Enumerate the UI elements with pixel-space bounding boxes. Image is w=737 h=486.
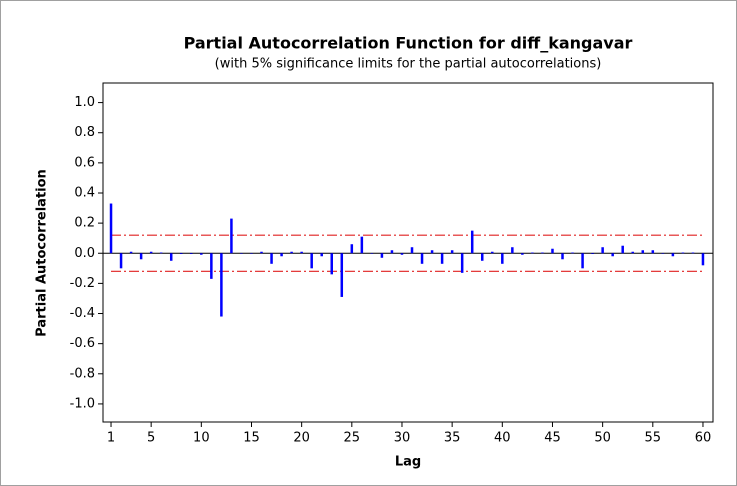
- x-tick-label: 25: [344, 431, 361, 446]
- pacf-bar: [440, 253, 444, 264]
- pacf-bar: [109, 203, 113, 254]
- pacf-bar: [541, 252, 544, 254]
- x-tick-label: 20: [293, 431, 310, 446]
- pacf-bar: [119, 253, 123, 269]
- y-tick-label: 0.4: [74, 185, 95, 200]
- x-tick-label: 45: [544, 431, 561, 446]
- y-tick-label: 0.0: [74, 246, 95, 261]
- pacf-bar: [370, 253, 374, 254]
- pacf-bar: [310, 253, 313, 269]
- pacf-bar: [470, 230, 474, 254]
- pacf-bar: [300, 251, 303, 254]
- x-tick-label: 15: [243, 431, 260, 446]
- x-tick-label: 5: [147, 431, 155, 446]
- pacf-bar: [240, 253, 243, 254]
- pacf-bar: [129, 251, 133, 254]
- pacf-bar: [501, 253, 504, 264]
- pacf-bar: [360, 236, 364, 254]
- pacf-bar: [581, 253, 584, 269]
- pacf-bar: [290, 251, 293, 254]
- plot-frame: [102, 82, 714, 423]
- pacf-bar: [701, 253, 705, 266]
- y-tick-label: 1.0: [74, 95, 95, 110]
- x-tick-label: 35: [444, 431, 461, 446]
- pacf-bar: [330, 253, 333, 275]
- pacf-bar: [250, 253, 253, 254]
- pacf-bar: [159, 252, 163, 254]
- pacf-bar: [260, 251, 263, 254]
- pacf-bar: [380, 253, 384, 258]
- pacf-bar: [651, 250, 655, 254]
- pacf-bar: [180, 253, 183, 255]
- pacf-bar: [691, 252, 695, 254]
- pacf-bar: [149, 251, 153, 254]
- pacf-bar: [641, 250, 645, 254]
- pacf-bar: [631, 251, 634, 254]
- pacf-bar: [681, 252, 685, 254]
- y-axis-label: Partial Autocorrelation: [35, 169, 50, 337]
- pacf-bar: [521, 253, 524, 255]
- x-tick-label: 40: [494, 431, 511, 446]
- pacf-bar: [169, 253, 173, 261]
- x-tick-label: 1: [107, 431, 115, 446]
- pacf-bar: [480, 253, 484, 261]
- x-tick-label: 10: [193, 431, 210, 446]
- chart-subtitle: (with 5% significance limits for the par…: [215, 57, 602, 72]
- x-axis-label: Lag: [395, 455, 421, 470]
- pacf-bar: [340, 253, 344, 297]
- y-tick-label: 0.2: [74, 216, 95, 231]
- y-tick-label: -1.0: [70, 396, 95, 411]
- pacf-bar: [320, 253, 323, 257]
- pacf-bar: [350, 244, 354, 254]
- y-tick-label: 0.8: [74, 125, 95, 140]
- pacf-bar: [190, 253, 193, 255]
- y-tick-label: -0.4: [70, 306, 95, 321]
- pacf-bar: [571, 252, 574, 254]
- chart-title: Partial Autocorrelation Function for dif…: [184, 34, 633, 53]
- pacf-bar: [621, 245, 624, 254]
- pacf-bar: [410, 247, 414, 254]
- pacf-bar: [491, 251, 494, 254]
- pacf-bar: [200, 253, 203, 255]
- x-tick-label: 50: [594, 431, 611, 446]
- pacf-bar: [460, 253, 464, 273]
- pacf-bar: [671, 253, 675, 257]
- pacf-bar: [390, 250, 394, 254]
- pacf-bar: [611, 253, 614, 257]
- y-tick-label: -0.6: [70, 336, 95, 351]
- pacf-bar: [531, 252, 534, 254]
- pacf-bar: [280, 253, 283, 257]
- pacf-bar: [430, 250, 434, 254]
- pacf-bar: [420, 253, 424, 264]
- pacf-bar: [270, 253, 273, 264]
- y-tick-label: -0.2: [70, 276, 95, 291]
- pacf-bar: [661, 253, 665, 254]
- pacf-bar: [561, 253, 564, 260]
- pacf-bar: [220, 253, 223, 317]
- pacf-bar: [450, 250, 454, 254]
- pacf-bar: [591, 253, 594, 255]
- x-tick-label: 60: [695, 431, 712, 446]
- pacf-bar: [139, 253, 143, 260]
- y-tick-label: 0.6: [74, 155, 95, 170]
- pacf-bar: [511, 247, 514, 254]
- pacf-bar: [551, 248, 554, 254]
- pacf-bar: [210, 253, 213, 279]
- y-tick-label: -0.8: [70, 366, 95, 381]
- x-tick-label: 30: [394, 431, 411, 446]
- pacf-bar: [601, 247, 604, 254]
- pacf-bar: [400, 253, 404, 255]
- x-tick-label: 55: [645, 431, 662, 446]
- pacf-bar: [230, 218, 233, 254]
